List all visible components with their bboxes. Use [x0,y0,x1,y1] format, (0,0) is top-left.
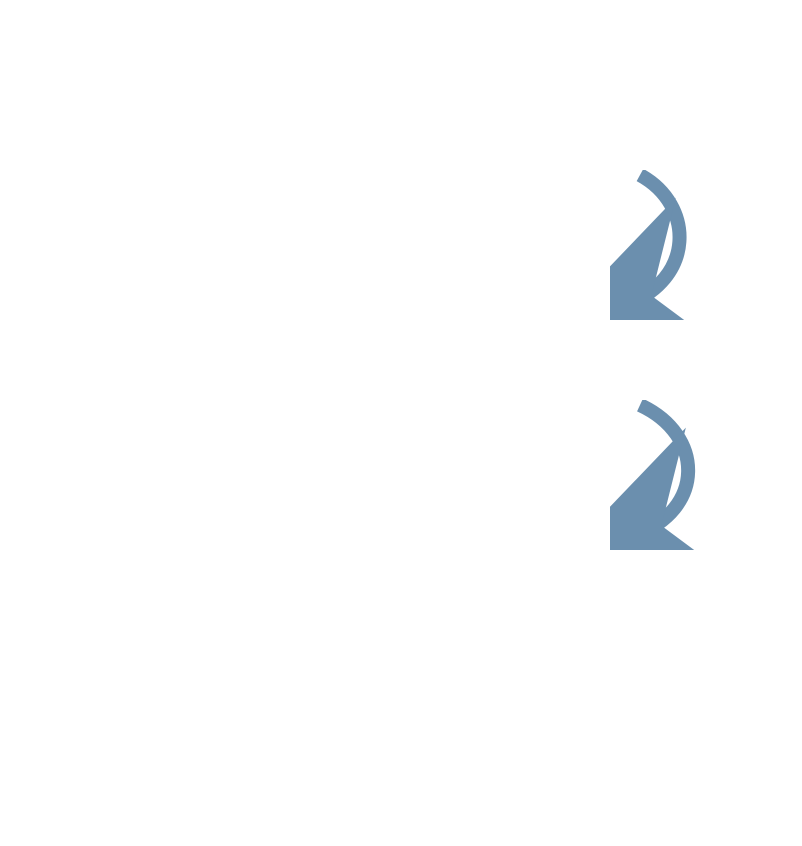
plot-a-time-domain [130,20,600,180]
cwt-arrow-icon [610,170,730,320]
freq-selection-arrow-icon [610,400,750,550]
plot-a-canvas [130,20,600,180]
plot-b-canvas [130,265,600,410]
plot-c-canvas [130,470,600,770]
plot-b-spectrogram [130,265,600,410]
plot-c-wt-magnitude [130,470,600,770]
